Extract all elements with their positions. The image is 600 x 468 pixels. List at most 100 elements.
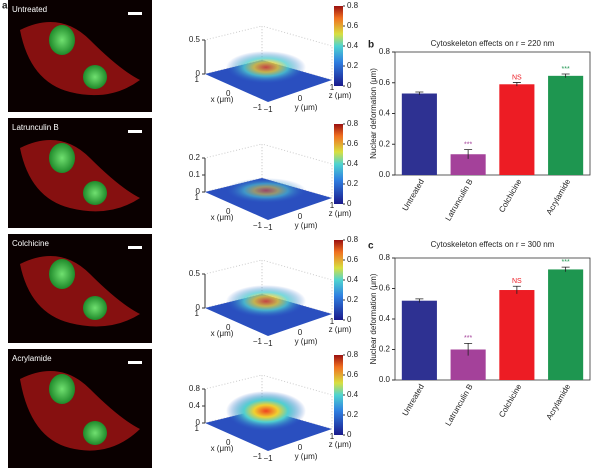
z-tick-label: 0.5 (189, 269, 201, 278)
colorbar-tick-label: 0 (347, 315, 352, 324)
x-tick-label: 0 (226, 323, 231, 332)
x-tick-label: Colchicine (497, 177, 524, 214)
colorbar-tick-label: 0.6 (347, 139, 359, 148)
error-bar (415, 91, 424, 96)
nucleus (83, 296, 107, 320)
y-tick-label: 0.8 (379, 47, 391, 56)
error-bar (512, 285, 521, 294)
micrograph-label: Colchicine (12, 239, 49, 248)
colorbar-tick-label: 0.8 (347, 1, 359, 10)
colorbar-tick-label: 0.6 (347, 21, 359, 30)
z-tick-label: 0 (196, 69, 201, 78)
x-tick-label: Latrunculin B (444, 178, 475, 223)
error-bar (464, 149, 473, 159)
error-bar (561, 266, 570, 272)
x-tick-label: 1 (195, 75, 200, 84)
x-tick-label: −1 (253, 452, 263, 461)
colorbar-tick-label: 0.2 (347, 179, 359, 188)
nucleus (49, 374, 75, 404)
significance-label: *** (464, 335, 472, 342)
micrograph-label: Latrunculin B (12, 123, 59, 132)
x-axis-label: x (μm) (211, 444, 234, 453)
colorbar (334, 355, 343, 435)
micrograph-label: Acrylamide (12, 354, 52, 363)
z-tick-label: 0.8 (189, 384, 201, 393)
z-tick-label: 0 (196, 303, 201, 312)
bar (401, 93, 437, 175)
colorbar-tick-label: 0.2 (347, 61, 359, 70)
colorbar-label: z (μm) (329, 209, 352, 218)
y-axis-label: y (μm) (295, 221, 318, 230)
colorbar-label: z (μm) (329, 91, 352, 100)
x-tick-label: −1 (253, 103, 263, 112)
y-tick-label: −1 (263, 223, 273, 232)
error-bar (561, 73, 570, 78)
back-wall (261, 143, 333, 199)
x-tick-label: −1 (253, 221, 263, 230)
significance-label: NS (512, 74, 522, 81)
y-tick-label: −1 (263, 339, 273, 348)
colorbar-tick-label: 0.6 (347, 370, 359, 379)
panel-label: a (2, 1, 8, 12)
x-tick-label: −1 (253, 337, 263, 346)
bar (499, 84, 535, 175)
colorbar-tick-label: 0.2 (347, 410, 359, 419)
significance-label: *** (464, 141, 472, 148)
y-tick-label: 0.2 (379, 139, 391, 148)
y-tick-label: 0 (298, 443, 303, 452)
colorbar-label: z (μm) (329, 325, 352, 334)
colorbar-tick-label: 0.2 (347, 295, 359, 304)
y-tick-label: 0.8 (379, 253, 391, 262)
y-tick-label: 0 (298, 212, 303, 221)
y-tick-label: 0 (298, 328, 303, 337)
scale-bar (128, 12, 142, 15)
bar (450, 154, 486, 175)
x-tick-label: 0 (226, 89, 231, 98)
colorbar-tick-label: 0 (347, 81, 352, 90)
error-bar (415, 298, 424, 303)
significance-label: *** (562, 66, 570, 73)
y-axis-label: Nuclear deformation (μm) (369, 68, 378, 159)
surface-peak (226, 391, 306, 431)
nucleus (83, 181, 107, 205)
surface-peak (226, 178, 306, 203)
chart-title: Cytoskeleton effects on r = 220 nm (431, 39, 555, 48)
y-tick-label: 0.4 (379, 314, 391, 323)
y-axis-label: Nuclear deformation (μm) (369, 273, 378, 364)
x-axis-label: x (μm) (211, 213, 234, 222)
bar (548, 75, 584, 175)
colorbar-tick-label: 0.8 (347, 350, 359, 359)
y-tick-label: 0 (298, 94, 303, 103)
x-tick-label: Colchicine (497, 382, 524, 419)
panel-label: c (368, 241, 374, 252)
bar (499, 290, 535, 380)
colorbar-tick-label: 0 (347, 199, 352, 208)
colorbar (334, 124, 343, 204)
colorbar-tick-label: 0.8 (347, 235, 359, 244)
y-tick-label: 1 (330, 317, 335, 326)
chart-title: Cytoskeleton effects on r = 300 nm (431, 240, 555, 249)
x-tick-label: 1 (195, 424, 200, 433)
surface-peak (226, 51, 306, 84)
y-tick-label: 0.0 (379, 170, 391, 179)
surface-peak (226, 285, 306, 318)
x-tick-label: Acrylamide (545, 177, 573, 216)
y-axis-label: y (μm) (295, 337, 318, 346)
x-tick-label: Untreated (401, 383, 426, 418)
bar (401, 300, 437, 380)
micrograph-label: Untreated (12, 5, 47, 14)
bar (548, 269, 584, 380)
x-tick-label: 1 (195, 309, 200, 318)
x-tick-label: Acrylamide (545, 382, 573, 421)
significance-label: *** (562, 259, 570, 266)
colorbar-tick-label: 0 (347, 430, 352, 439)
colorbar-tick-label: 0.4 (347, 41, 359, 50)
y-axis-label: y (μm) (295, 103, 318, 112)
colorbar-tick-label: 0.4 (347, 390, 359, 399)
scale-bar (128, 361, 142, 364)
x-tick-label: Untreated (401, 178, 426, 213)
y-tick-label: 1 (330, 201, 335, 210)
nucleus (49, 259, 75, 289)
z-tick-label: 0 (196, 187, 201, 196)
